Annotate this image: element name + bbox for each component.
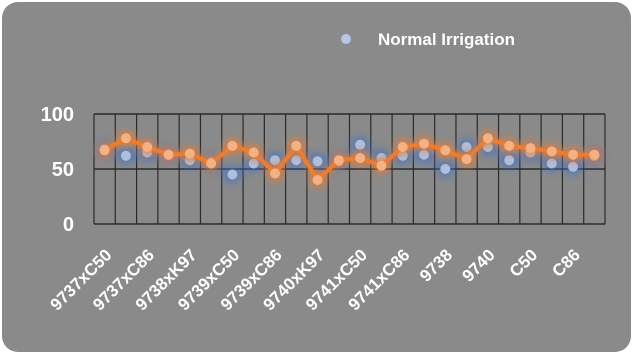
data-point bbox=[589, 149, 600, 160]
data-point bbox=[248, 147, 259, 158]
x-tick-label: C50 bbox=[506, 245, 541, 280]
data-point bbox=[568, 149, 579, 160]
data-point bbox=[376, 160, 387, 171]
data-point bbox=[291, 140, 302, 151]
data-point bbox=[419, 138, 430, 149]
data-point bbox=[184, 148, 195, 159]
data-point bbox=[248, 158, 259, 169]
data-point bbox=[461, 154, 472, 165]
series-2 bbox=[96, 130, 603, 188]
data-point bbox=[227, 169, 238, 180]
data-point bbox=[461, 142, 472, 152]
data-point bbox=[120, 133, 131, 144]
data-point bbox=[568, 161, 579, 172]
data-point bbox=[525, 143, 536, 154]
data-point bbox=[440, 164, 451, 174]
data-point bbox=[546, 146, 557, 157]
data-point bbox=[120, 150, 131, 161]
data-point bbox=[142, 142, 153, 152]
data-point bbox=[269, 155, 280, 166]
data-point bbox=[355, 153, 366, 163]
legend: Normal Irrigation bbox=[320, 30, 515, 49]
x-tick-label: 9738 bbox=[416, 245, 456, 285]
data-point bbox=[312, 156, 323, 167]
data-point bbox=[440, 145, 451, 156]
y-tick-label: 100 bbox=[41, 104, 74, 126]
x-tick-label: C86 bbox=[548, 245, 583, 280]
data-point bbox=[504, 140, 515, 151]
data-point bbox=[504, 155, 515, 166]
data-point bbox=[163, 149, 174, 160]
data-point bbox=[291, 155, 302, 166]
x-tick-label: 9740 bbox=[459, 245, 499, 285]
data-point bbox=[397, 142, 408, 152]
data-point bbox=[269, 168, 280, 179]
data-point bbox=[419, 149, 430, 160]
legend-label: Normal Irrigation bbox=[378, 30, 515, 49]
data-point bbox=[546, 158, 557, 169]
data-point bbox=[482, 133, 493, 144]
y-tick-label: 50 bbox=[52, 159, 74, 181]
data-point bbox=[99, 145, 110, 156]
data-point bbox=[333, 155, 344, 166]
data-point bbox=[355, 139, 366, 150]
y-tick-label: 0 bbox=[63, 214, 74, 236]
data-point bbox=[206, 158, 217, 169]
legend-marker bbox=[341, 34, 351, 44]
data-point bbox=[312, 175, 323, 185]
data-point bbox=[227, 140, 238, 151]
